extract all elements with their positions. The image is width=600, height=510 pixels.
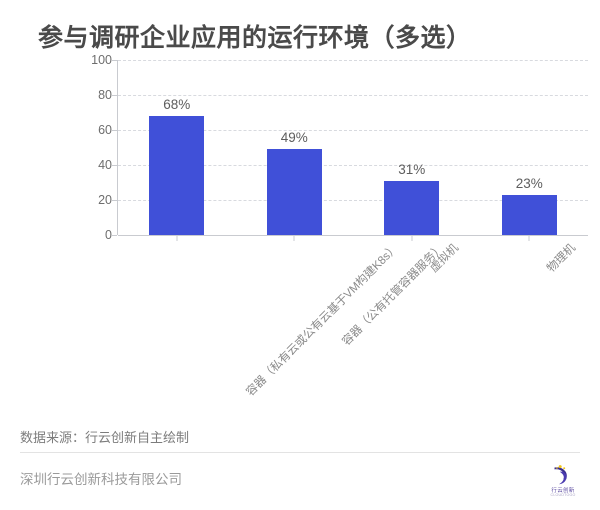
bar-value-label: 23%	[515, 175, 543, 191]
x-axis-tick	[411, 235, 413, 241]
y-tick-label: 20	[98, 193, 112, 207]
y-axis-tick	[112, 165, 117, 166]
bar-value-label: 68%	[163, 97, 191, 112]
bar[interactable]	[266, 149, 322, 235]
bar[interactable]	[384, 180, 440, 235]
y-axis-tick	[112, 200, 117, 201]
x-axis-category-label: 容器（私有云或公有云基于VM构建K8s）	[244, 242, 401, 399]
bar-group[interactable]: 31%	[384, 60, 440, 241]
bar[interactable]	[149, 116, 205, 235]
x-axis-category-labels: 容器（私有云或公有云基于VM构建K8s） 容器（公有托管容器服务） 虚拟机 物理机	[118, 242, 588, 422]
gridline	[118, 95, 588, 96]
bar[interactable]	[501, 194, 557, 235]
gridline	[118, 200, 588, 201]
bar-group[interactable]: 23%	[501, 60, 557, 241]
y-axis-tick-labels: 0 20 40 60 80 100	[78, 53, 112, 242]
y-axis-tick	[112, 235, 117, 236]
gridlines	[118, 60, 588, 236]
y-axis-tick	[112, 95, 117, 96]
bar-value-label: 31%	[398, 161, 426, 177]
data-source-note: 数据来源：行云创新自主绘制	[20, 430, 190, 445]
footer-divider	[20, 452, 580, 453]
logo-caption: 行云创新	[551, 488, 575, 494]
y-axis-tick	[112, 60, 117, 61]
page-title: 参与调研企业应用的运行环境（多选）	[38, 24, 472, 52]
plot-area: 0 20 40 60 80 100 68% 49% 31% 23%	[0, 53, 600, 245]
y-tick-label: 80	[98, 88, 112, 102]
bar-group[interactable]: 68%	[149, 60, 205, 241]
gridline	[118, 130, 588, 131]
y-tick-label: 100	[91, 53, 112, 67]
logo-swoosh-icon	[554, 465, 567, 485]
x-axis-tick	[528, 235, 530, 241]
gridline	[118, 235, 588, 236]
brand-logo: 行云创新 CLOUDTOGO	[540, 464, 586, 500]
x-axis-category-label: 物理机	[545, 242, 579, 275]
x-axis-tick	[176, 235, 178, 241]
company-name: 深圳行云创新科技有限公司	[20, 472, 182, 487]
logo-caption-sub: CLOUDTOGO	[550, 493, 576, 497]
y-axis-tick	[112, 130, 117, 131]
bar-value-label: 49%	[280, 130, 308, 146]
x-axis-tick	[293, 235, 295, 241]
y-tick-label: 40	[98, 158, 112, 172]
y-tick-label: 60	[98, 123, 112, 137]
gridline	[118, 60, 588, 61]
gridline	[118, 165, 588, 166]
y-tick-label: 0	[105, 228, 112, 242]
y-axis-line	[117, 60, 118, 235]
bar-group[interactable]: 49%	[266, 60, 322, 241]
bars-layer: 68% 49% 31% 23%	[118, 60, 588, 241]
